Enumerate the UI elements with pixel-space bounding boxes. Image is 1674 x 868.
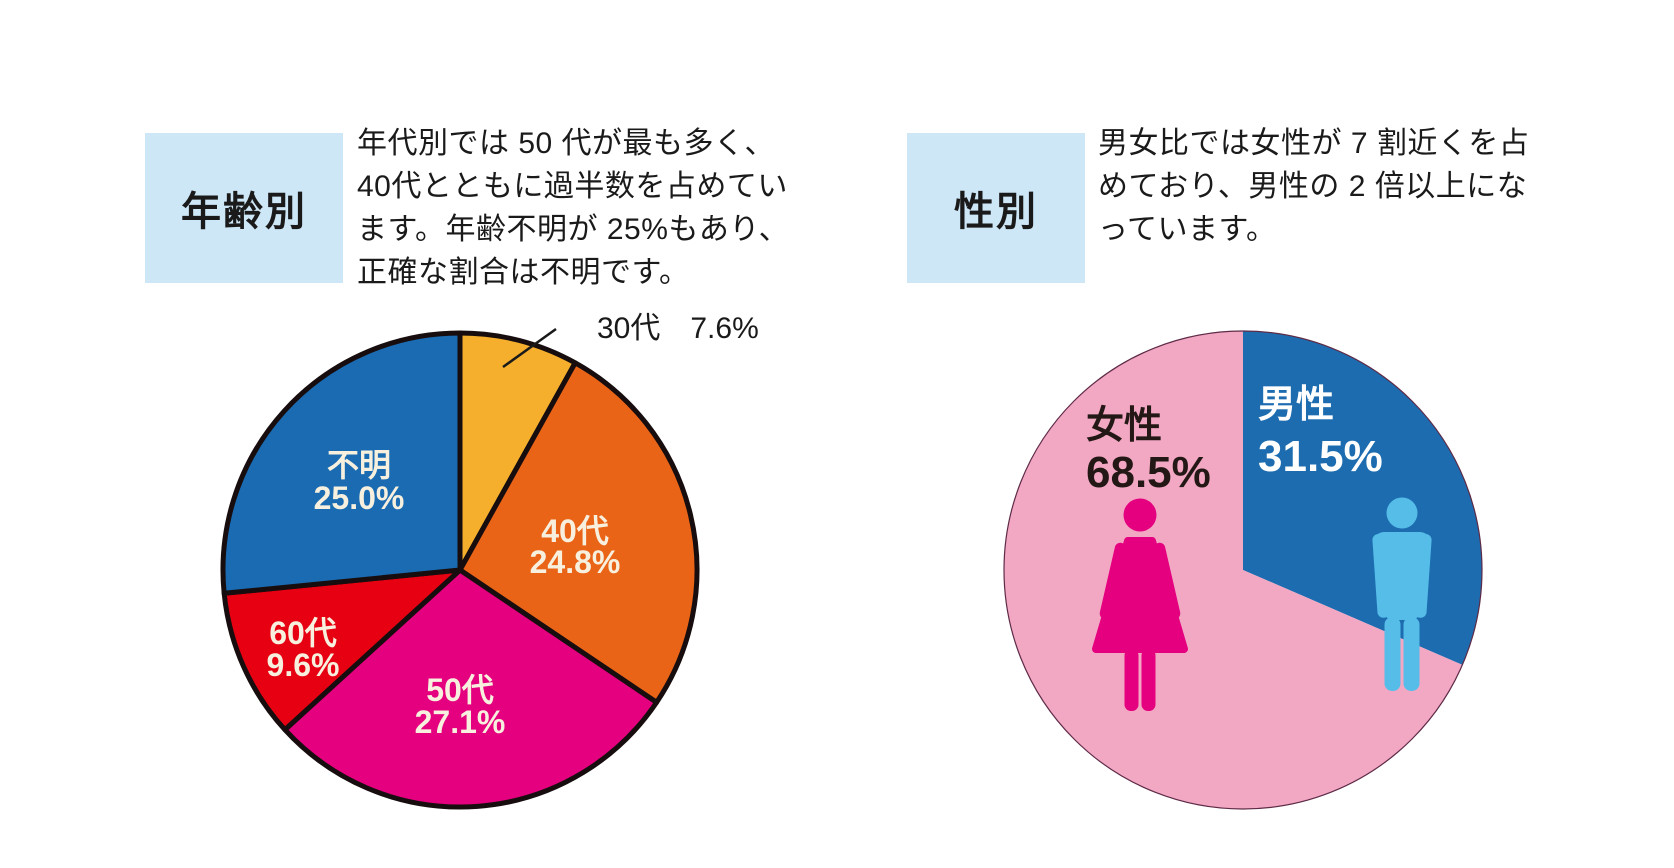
age-pie-pct-2: 27.1% xyxy=(415,704,506,740)
gender-pie-pct-1: 68.5% xyxy=(1086,448,1211,497)
age-pie-label-3: 60代 xyxy=(269,615,337,651)
age-pie-slice-3 xyxy=(221,567,463,733)
gender-pie-pct-0: 31.5% xyxy=(1258,432,1383,481)
age-section-title: 年齢別 xyxy=(181,190,307,234)
female-icon xyxy=(1092,498,1188,711)
male-icon xyxy=(1372,497,1432,691)
age-pie-slice-4 xyxy=(220,330,463,596)
age-pie-slice-0 xyxy=(457,330,578,573)
age-pie-pct-3: 9.6% xyxy=(267,647,340,683)
age-section-header: 年齢別 xyxy=(145,133,343,283)
age-pie-label-2: 50代 xyxy=(426,672,494,708)
age-pie-slice-1 xyxy=(457,360,700,705)
age-pie-slice-2 xyxy=(282,567,660,810)
age-pie-label-4: 不明 xyxy=(327,447,391,483)
gender-pie-label-1: 女性 xyxy=(1086,404,1162,447)
age-pie-label-0: 30代 7.6% xyxy=(597,312,759,345)
age-pie-label-1: 40代 xyxy=(541,513,609,549)
age-pie-callout-line-0 xyxy=(502,327,557,369)
age-pie-pct-4: 25.0% xyxy=(314,480,405,516)
age-section-description: 年代別では 50 代が最も多く、40代とともに過半数を占めています。年齢不明が … xyxy=(357,127,790,289)
age-pie-pct-1: 24.8% xyxy=(530,544,621,580)
gender-pie-slice-1 xyxy=(1003,331,1463,809)
gender-pie-label-0: 男性 xyxy=(1258,384,1334,426)
gender-pie-outline xyxy=(1003,330,1483,810)
gender-section-title: 性別 xyxy=(954,190,1038,234)
gender-section-description: 男女比では女性が 7 割近くを占めており、男性の 2 倍以上になっています。 xyxy=(1098,127,1530,246)
gender-section-header: 性別 xyxy=(907,133,1085,283)
